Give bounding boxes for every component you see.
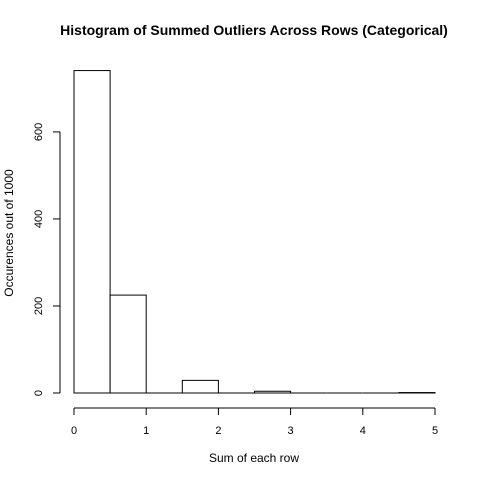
x-tick-label-2: 2 xyxy=(215,425,221,437)
x-axis-label: Sum of each row xyxy=(209,451,299,465)
y-tick-label-0: 0 xyxy=(33,390,45,396)
x-tick-label-1: 1 xyxy=(143,425,149,437)
x-tick-label-3: 3 xyxy=(288,425,294,437)
histogram-bars xyxy=(73,70,436,394)
y-axis-label: Occurences out of 1000 xyxy=(2,169,16,297)
histogram-bar-5 xyxy=(254,390,292,394)
chart-title: Histogram of Summed Outliers Across Rows… xyxy=(60,22,448,38)
y-tick-label-3: 600 xyxy=(33,123,45,141)
x-tick-label-5: 5 xyxy=(432,425,438,437)
histogram-bar-0 xyxy=(73,70,111,394)
y-tick-label-2: 400 xyxy=(33,210,45,228)
x-tick-label-0: 0 xyxy=(71,425,77,437)
y-tick-label-1: 200 xyxy=(33,297,45,315)
x-axis: 0 1 2 3 4 5 xyxy=(71,407,438,437)
histogram-bar-3 xyxy=(181,379,219,394)
histogram-bar-1 xyxy=(109,294,147,394)
x-tick-label-4: 4 xyxy=(360,425,366,437)
y-axis: 0 200 400 600 xyxy=(33,123,61,396)
